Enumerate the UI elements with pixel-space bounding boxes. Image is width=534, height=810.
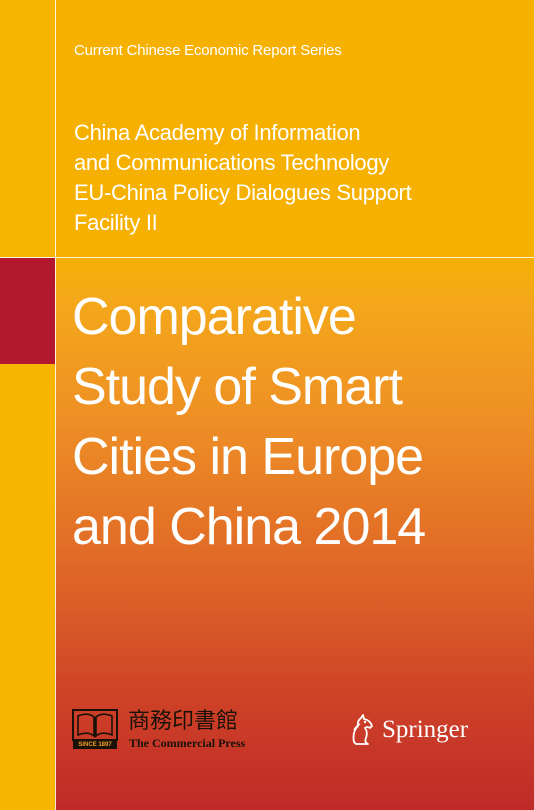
author-line: and Communications Technology [74, 150, 389, 175]
book-title: Comparative Study of Smart Cities in Eur… [72, 282, 522, 562]
springer-horse-icon [352, 714, 373, 745]
springer-wordmark: Springer [382, 716, 469, 743]
horizontal-rule [0, 257, 534, 258]
vertical-rule [55, 0, 56, 810]
left-red-band [0, 258, 55, 364]
commercial-press-english-name: The Commercial Press [129, 736, 246, 750]
title-line: and China 2014 [72, 498, 426, 556]
title-line: Study of Smart [72, 358, 403, 416]
author-line: China Academy of Information [74, 120, 361, 145]
since-label: SINCE 1897 [78, 742, 112, 748]
author-block: China Academy of Information and Communi… [74, 118, 514, 238]
commercial-press-logo: SINCE 1897 商務印書館 The Commercial Press [72, 708, 287, 752]
commercial-press-chinese-name: 商務印書館 [128, 708, 239, 733]
title-line: Cities in Europe [72, 428, 424, 486]
title-line: Comparative [72, 288, 357, 346]
left-color-strip [0, 0, 55, 810]
author-line: Facility II [74, 210, 158, 235]
author-line: EU-China Policy Dialogues Support [74, 180, 412, 205]
commercial-press-emblem-icon [72, 709, 118, 749]
series-title: Current Chinese Economic Report Series [74, 42, 342, 59]
